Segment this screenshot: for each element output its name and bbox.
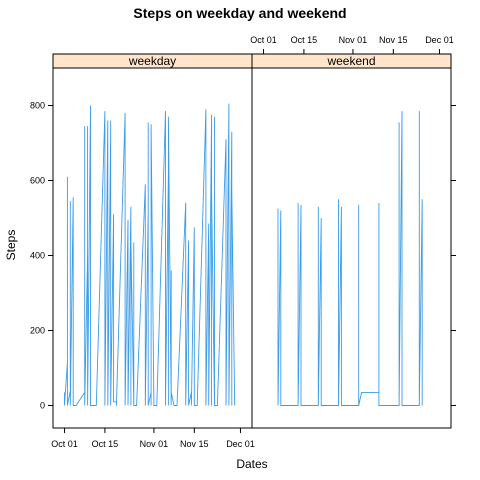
x-tick-label-bottom: Nov 15	[180, 439, 209, 449]
x-tick-label-bottom: Nov 01	[140, 439, 169, 449]
x-tick-label-top: Nov 01	[339, 35, 368, 45]
x-tick-label-top: Nov 15	[379, 35, 408, 45]
y-axis-title: Steps	[4, 230, 18, 261]
y-tick-label: 800	[30, 101, 45, 111]
y-tick-label: 600	[30, 176, 45, 186]
strip-label-weekday: weekday	[128, 54, 176, 68]
x-tick-label-bottom: Oct 15	[92, 439, 119, 449]
y-tick-label: 0	[40, 401, 45, 411]
strip-label-weekend: weekend	[326, 54, 375, 68]
x-tick-label-bottom: Dec 01	[226, 439, 255, 449]
plot-area: weekday weekend Oct 01 Oct 01 Oct 15 Oct 15 No…	[30, 35, 456, 449]
chart-title: Steps on weekday and weekend	[133, 5, 346, 21]
x-axis-title: Dates	[236, 457, 267, 471]
series-line-weekend	[277, 111, 423, 406]
x-tick-label-bottom: Oct 01	[51, 439, 78, 449]
y-tick-label: 200	[30, 326, 45, 336]
x-tick-label-top: Oct 15	[291, 35, 318, 45]
x-tick-label-top: Dec 01	[425, 35, 454, 45]
series-line-weekday	[64, 103, 236, 406]
y-tick-label: 400	[30, 251, 45, 261]
panel-weekend	[251, 67, 452, 429]
x-tick-label-top: Oct 01	[250, 35, 277, 45]
